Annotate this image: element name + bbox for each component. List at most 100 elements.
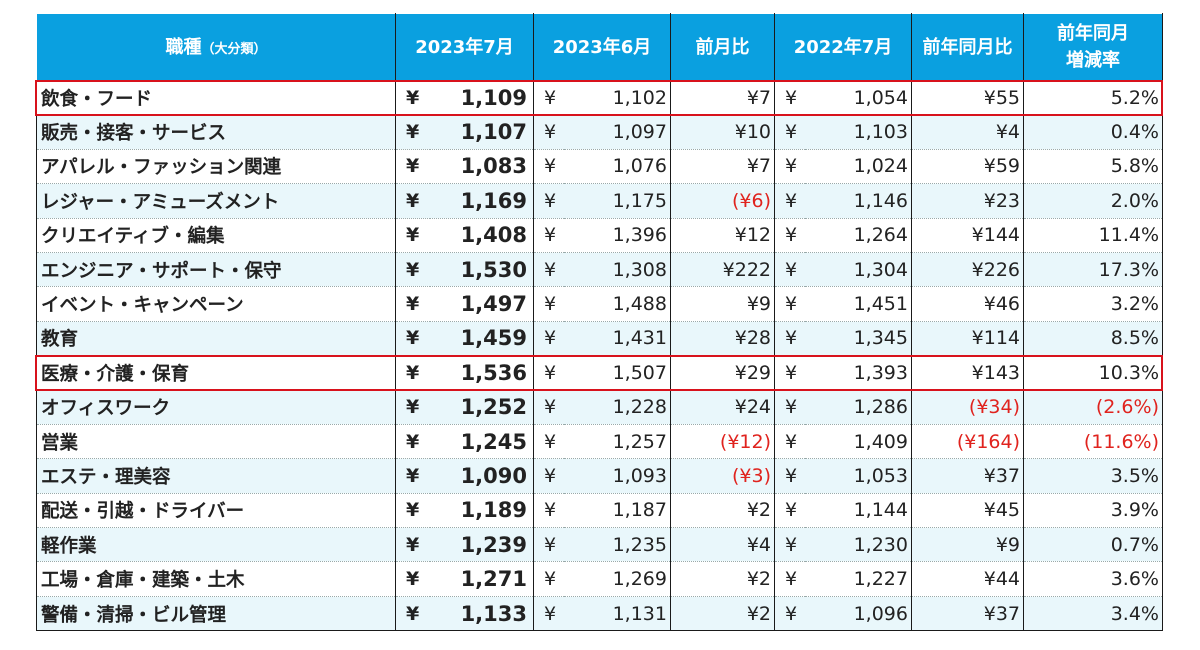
table-row: 警備・清掃・ビル管理 ¥1,133 ¥1,131 ¥2 ¥1,096 ¥37 3.4% (36, 596, 1163, 632)
yen-sign: ¥ (533, 527, 564, 563)
value-yoy-rate: (2.6%) (1023, 390, 1163, 425)
value-jul2023: 1,169 (429, 183, 534, 219)
value-yoy: ¥37 (911, 596, 1024, 632)
table-row: エステ・理美容 ¥1,090 ¥1,093 (¥3) ¥1,053 ¥37 3.5% (36, 458, 1163, 494)
row-label: エンジニア・サポート・保守 (36, 252, 396, 288)
header-category-label: 職種 (165, 36, 202, 58)
table-row: 工場・倉庫・建築・土木 ¥1,271 ¥1,269 ¥2 ¥1,227 ¥44 3.6% (36, 561, 1163, 597)
value-jun2023: 1,175 (563, 183, 671, 219)
value-yoy-rate: (11.6%) (1023, 424, 1163, 460)
value-yoy-rate: 3.5% (1023, 458, 1163, 494)
yen-sign: ¥ (533, 286, 564, 322)
yen-sign: ¥ (395, 114, 430, 150)
value-mom: (¥3) (670, 458, 775, 494)
value-jul2023: 1,497 (429, 286, 534, 322)
row-label: クリエイティブ・編集 (36, 218, 396, 253)
header-jul2023: 2023年7月 (395, 13, 534, 81)
wage-table: 職種（大分類） 2023年7月 2023年6月 前月比 2022年7月 前年同月… (36, 13, 1163, 632)
value-yoy: ¥9 (911, 527, 1024, 563)
yen-sign: ¥ (774, 596, 805, 632)
yen-sign: ¥ (533, 321, 564, 357)
row-label: オフィスワーク (36, 390, 396, 425)
value-yoy-rate: 5.2% (1023, 80, 1163, 116)
table-row: オフィスワーク ¥1,252 ¥1,228 ¥24 ¥1,286 (¥34) (2.6%) (36, 390, 1163, 425)
yen-sign: ¥ (774, 183, 805, 219)
value-jun2023: 1,396 (563, 218, 671, 253)
value-yoy: ¥114 (911, 321, 1024, 357)
row-label: レジャー・アミューズメント (36, 183, 396, 219)
yen-sign: ¥ (533, 424, 564, 460)
value-jul2022: 1,409 (804, 424, 912, 460)
value-mom: ¥29 (670, 355, 775, 391)
value-mom: ¥2 (670, 493, 775, 529)
value-jul2023: 1,408 (429, 218, 534, 253)
value-yoy-rate: 11.4% (1023, 218, 1163, 253)
value-mom: ¥2 (670, 596, 775, 632)
value-yoy: ¥55 (911, 80, 1024, 116)
value-yoy: ¥4 (911, 114, 1024, 150)
header-mom: 前月比 (670, 13, 775, 81)
yen-sign: ¥ (395, 321, 430, 357)
value-jul2022: 1,451 (804, 286, 912, 322)
yen-sign: ¥ (395, 252, 430, 288)
value-mom: ¥10 (670, 114, 775, 150)
yen-sign: ¥ (533, 596, 564, 632)
value-yoy: ¥59 (911, 149, 1024, 185)
value-yoy-rate: 2.0% (1023, 183, 1163, 219)
yen-sign: ¥ (533, 493, 564, 529)
value-mom: (¥12) (670, 424, 775, 460)
value-yoy: ¥37 (911, 458, 1024, 494)
value-jul2022: 1,286 (804, 390, 912, 425)
value-jun2023: 1,308 (563, 252, 671, 288)
value-mom: ¥9 (670, 286, 775, 322)
row-label: 警備・清掃・ビル管理 (36, 596, 396, 632)
table-row: 教育 ¥1,459 ¥1,431 ¥28 ¥1,345 ¥114 8.5% (36, 321, 1163, 357)
header-yoy: 前年同月比 (911, 13, 1024, 81)
value-yoy-rate: 10.3% (1023, 355, 1163, 391)
yen-sign: ¥ (395, 458, 430, 494)
yen-sign: ¥ (774, 390, 805, 425)
value-jun2023: 1,488 (563, 286, 671, 322)
yen-sign: ¥ (533, 390, 564, 425)
value-jul2023: 1,090 (429, 458, 534, 494)
row-label: 教育 (36, 321, 396, 357)
value-jul2022: 1,304 (804, 252, 912, 288)
table-row: クリエイティブ・編集 ¥1,408 ¥1,396 ¥12 ¥1,264 ¥144 11.4% (36, 218, 1163, 253)
value-jul2022: 1,146 (804, 183, 912, 219)
yen-sign: ¥ (395, 286, 430, 322)
yen-sign: ¥ (774, 493, 805, 529)
yen-sign: ¥ (533, 355, 564, 391)
yen-sign: ¥ (395, 596, 430, 632)
yen-sign: ¥ (774, 561, 805, 597)
value-jun2023: 1,228 (563, 390, 671, 425)
value-mom: ¥24 (670, 390, 775, 425)
row-label: 配送・引越・ドライバー (36, 493, 396, 529)
value-mom: ¥2 (670, 561, 775, 597)
yen-sign: ¥ (533, 252, 564, 288)
value-yoy-rate: 0.4% (1023, 114, 1163, 150)
table-row: イベント・キャンペーン ¥1,497 ¥1,488 ¥9 ¥1,451 ¥46 3.2% (36, 286, 1163, 322)
value-jun2023: 1,076 (563, 149, 671, 185)
header-yoy-rate-line2: 増減率 (1066, 50, 1120, 71)
value-yoy-rate: 3.9% (1023, 493, 1163, 529)
value-yoy-rate: 8.5% (1023, 321, 1163, 357)
value-yoy-rate: 3.4% (1023, 596, 1163, 632)
table-row: アパレル・ファッション関連 ¥1,083 ¥1,076 ¥7 ¥1,024 ¥59 5.8% (36, 149, 1163, 185)
value-jun2023: 1,257 (563, 424, 671, 460)
yen-sign: ¥ (395, 493, 430, 529)
yen-sign: ¥ (774, 218, 805, 253)
yen-sign: ¥ (395, 390, 430, 425)
value-yoy-rate: 3.6% (1023, 561, 1163, 597)
yen-sign: ¥ (395, 561, 430, 597)
yen-sign: ¥ (395, 355, 430, 391)
yen-sign: ¥ (533, 218, 564, 253)
value-jul2022: 1,024 (804, 149, 912, 185)
header-yoy-rate-line1: 前年同月 (1057, 23, 1129, 44)
value-jul2023: 1,083 (429, 149, 534, 185)
value-mom: ¥28 (670, 321, 775, 357)
yen-sign: ¥ (774, 527, 805, 563)
value-yoy: (¥164) (911, 424, 1024, 460)
yen-sign: ¥ (533, 458, 564, 494)
value-jun2023: 1,102 (563, 80, 671, 116)
yen-sign: ¥ (533, 561, 564, 597)
